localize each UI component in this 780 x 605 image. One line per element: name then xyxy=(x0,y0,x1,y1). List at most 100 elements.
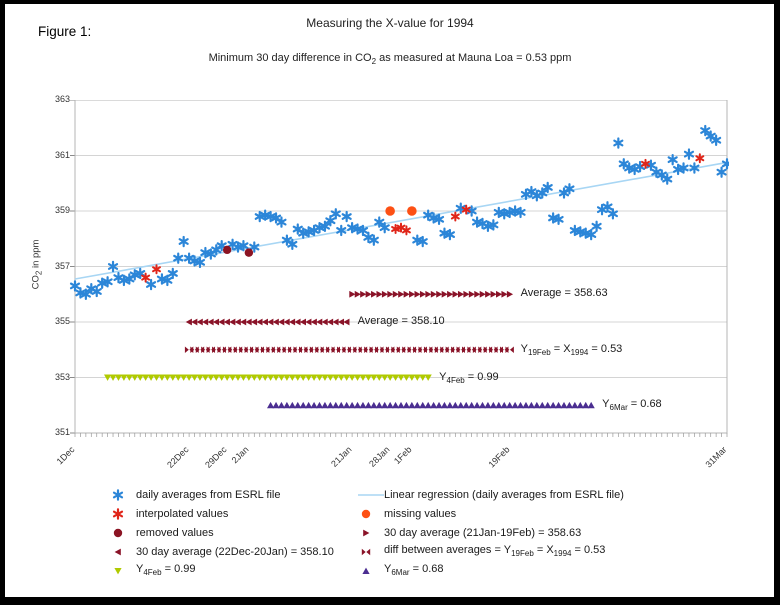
daily-point xyxy=(118,274,129,287)
band-marker xyxy=(496,290,503,298)
daily-point xyxy=(569,224,580,237)
band-marker xyxy=(391,401,400,409)
band-marker xyxy=(430,401,438,409)
daily-point xyxy=(711,134,722,146)
band-marker xyxy=(277,401,286,409)
daily-point xyxy=(683,148,695,160)
band-marker xyxy=(452,290,459,298)
band-marker xyxy=(587,401,595,409)
band-marker xyxy=(277,374,286,381)
band-marker xyxy=(310,318,317,326)
band-marker xyxy=(353,346,358,353)
y-tick-label: 359 xyxy=(54,205,70,215)
daily-point xyxy=(678,162,689,174)
band-marker xyxy=(332,401,340,409)
band-marker xyxy=(429,346,434,353)
band-marker xyxy=(169,374,177,381)
daily-point xyxy=(352,223,363,235)
band-marker xyxy=(305,374,313,381)
band-marker xyxy=(136,374,144,381)
band-marker xyxy=(386,374,394,381)
legend-marker xyxy=(110,526,136,540)
band-marker xyxy=(256,318,263,326)
band-marker xyxy=(343,401,351,409)
daily-point xyxy=(673,163,684,176)
band-marker xyxy=(371,290,378,298)
removed-point xyxy=(244,248,254,257)
band-marker xyxy=(538,401,546,409)
band-marker xyxy=(245,374,253,381)
band-marker xyxy=(554,401,563,409)
band-marker xyxy=(409,290,416,298)
daily-point xyxy=(265,210,276,223)
band-marker xyxy=(370,374,378,381)
band-marker xyxy=(364,401,372,409)
band-marker xyxy=(490,290,497,298)
band-marker xyxy=(206,346,211,353)
legend-label: Y6Mar = 0.68 xyxy=(384,563,444,578)
band-marker xyxy=(125,374,133,381)
daily-point xyxy=(721,158,729,170)
band-marker xyxy=(315,401,324,409)
daily-point xyxy=(575,226,586,238)
legend-item: removed values xyxy=(110,523,334,542)
band-marker xyxy=(305,318,312,326)
daily-point xyxy=(276,216,287,228)
band-marker xyxy=(239,346,244,353)
daily-point xyxy=(466,205,477,217)
daily-point xyxy=(482,220,494,232)
legend-triangle-down-icon xyxy=(114,567,122,574)
daily-point xyxy=(662,173,673,185)
band-marker xyxy=(233,346,238,353)
star-icon xyxy=(112,488,124,501)
band-marker xyxy=(511,401,519,409)
legend-label: diff between averages = Y19Feb = X1994 =… xyxy=(384,544,606,559)
daily-point xyxy=(488,219,499,231)
band-marker xyxy=(472,346,477,353)
daily-point xyxy=(129,269,140,281)
legend-item: interpolated values xyxy=(110,504,334,523)
band-marker xyxy=(359,401,367,409)
figure-label: Figure 1: xyxy=(38,24,92,39)
band-marker xyxy=(174,374,182,381)
daily-point xyxy=(379,221,390,234)
daily-point xyxy=(167,267,178,280)
band-marker xyxy=(184,346,189,353)
daily-point xyxy=(564,183,575,195)
band-marker xyxy=(418,346,423,353)
band-marker xyxy=(212,318,220,326)
band-marker xyxy=(191,318,198,326)
daily-point xyxy=(189,255,200,267)
band-marker xyxy=(255,346,260,353)
legend-label: daily averages from ESRL file xyxy=(136,488,281,501)
band-marker xyxy=(261,374,269,381)
band-marker xyxy=(245,318,252,326)
band-marker xyxy=(369,346,374,353)
band-marker xyxy=(315,374,324,381)
band-marker xyxy=(250,346,254,353)
band-marker xyxy=(435,401,443,409)
band-marker xyxy=(201,374,209,381)
legend-marker xyxy=(110,545,136,559)
band-marker xyxy=(430,290,437,298)
band-marker xyxy=(408,401,416,409)
band-marker xyxy=(331,346,336,353)
band-marker xyxy=(228,346,233,353)
band-marker xyxy=(195,346,200,353)
band-marker xyxy=(447,290,454,298)
legend-label: missing values xyxy=(384,507,457,520)
band-marker xyxy=(419,290,427,298)
band-marker xyxy=(271,346,276,353)
band-marker xyxy=(234,318,241,326)
band-marker xyxy=(337,401,345,409)
band-marker xyxy=(304,346,309,353)
band-marker xyxy=(316,318,323,326)
triangle-down-icon xyxy=(114,567,122,574)
band-marker xyxy=(294,318,301,326)
daily-point xyxy=(287,238,298,250)
legend-marker xyxy=(358,526,384,540)
daily-point xyxy=(75,287,86,299)
daily-point xyxy=(689,162,700,174)
daily-point xyxy=(260,209,271,221)
band-marker xyxy=(380,346,385,353)
